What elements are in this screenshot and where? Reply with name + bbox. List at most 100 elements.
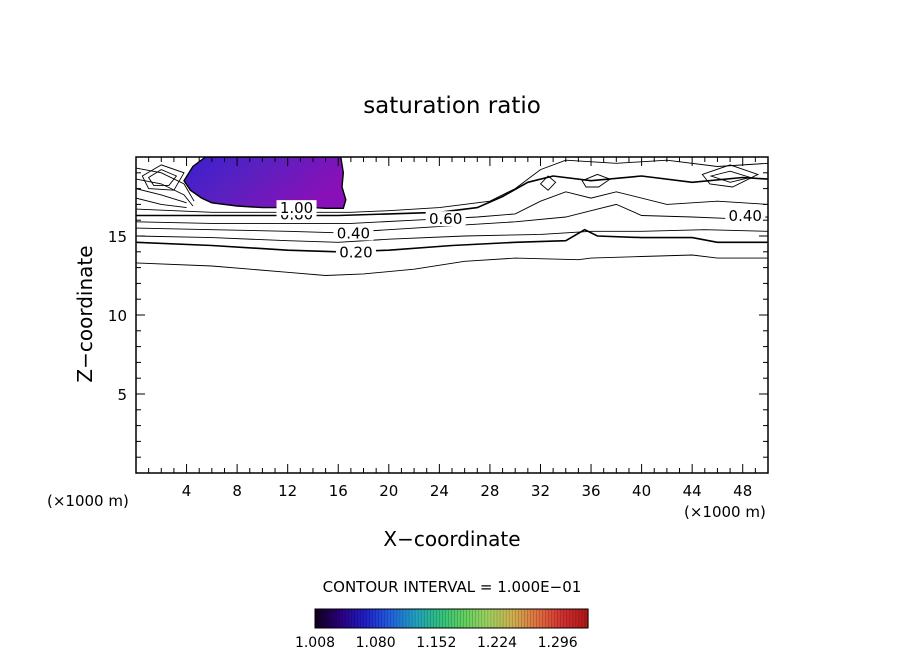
colorbar-swatch: [557, 609, 562, 628]
y-tick-label: 15: [108, 228, 127, 246]
colorbar-swatch: [412, 609, 416, 628]
colorbar-swatch: [439, 609, 443, 628]
x-tick-label: 40: [632, 482, 651, 500]
colorbar-swatch: [336, 609, 340, 628]
contour-line-10: [136, 167, 195, 202]
colorbar-swatch: [427, 609, 431, 628]
colorbar-swatch: [424, 609, 428, 628]
colorbar-swatch: [463, 609, 468, 628]
supersaturation-shading: [183, 157, 347, 210]
x-unit-right: (×1000 m): [684, 503, 766, 521]
contour-labels: 0.200.400.600.801.000.40: [276, 199, 766, 261]
colorbar-swatch: [490, 609, 495, 628]
closed-contour-2: [539, 175, 557, 191]
colorbar-swatch: [472, 609, 477, 628]
colorbar-swatch: [515, 609, 519, 628]
x-axis-label: X−coordinate: [383, 527, 520, 551]
colorbar-tick-labels: 1.008 1.080 1.152 1.224 1.296: [295, 635, 578, 651]
colorbar-swatch: [387, 609, 392, 628]
colorbar-swatch: [551, 609, 556, 628]
colorbar-tick-label: 1.080: [356, 635, 396, 651]
colorbar-swatch: [478, 609, 483, 628]
colorbar-swatch: [493, 609, 498, 628]
colorbar-swatch: [451, 609, 456, 628]
colorbar-swatch: [384, 609, 389, 628]
colorbar-swatch: [545, 609, 550, 628]
contour-lines: [136, 159, 768, 276]
contour-label-bg-4: [276, 200, 317, 216]
colorbar-swatch: [406, 609, 410, 628]
colorbar-swatch: [497, 609, 501, 628]
colorbar-tick-label: 1.008: [295, 635, 335, 651]
colorbar-swatch: [484, 609, 489, 628]
colorbar-swatch: [566, 609, 571, 628]
contour-line-5: [136, 175, 768, 217]
colorbar-swatch: [375, 609, 380, 628]
contour-line-9: [136, 178, 194, 207]
colorbar-swatch: [327, 609, 331, 628]
colorbar-swatch: [536, 609, 541, 628]
colorbar-swatch: [436, 609, 440, 628]
contour-label-bg-1: [333, 225, 374, 241]
closed-contour-0: [147, 169, 178, 186]
x-unit-left: (×1000 m): [47, 492, 129, 510]
colorbar-swatch: [524, 609, 528, 628]
contour-line-8: [136, 188, 187, 204]
contour-label-2: 0.60: [429, 210, 462, 228]
y-axis-ticks: 5 10 15: [108, 172, 768, 458]
colorbar-swatch: [372, 609, 377, 628]
colorbar-swatch: [430, 609, 434, 628]
colorbar-swatch: [533, 609, 538, 628]
colorbar-swatch: [433, 609, 437, 628]
colorbar-swatch: [563, 609, 568, 628]
colorbar-swatch: [569, 609, 574, 628]
x-tick-label: 4: [182, 482, 192, 500]
closed-contour-5: [701, 164, 760, 188]
contour-label-4: 1.00: [280, 199, 313, 217]
colorbar-swatch: [330, 609, 334, 628]
colorbar-swatch: [393, 609, 398, 628]
colorbar-swatch: [378, 609, 383, 628]
x-tick-label: 24: [430, 482, 449, 500]
colorbar-swatch: [315, 609, 319, 628]
colorbar-swatch: [381, 609, 386, 628]
colorbar-swatch: [363, 609, 368, 628]
x-tick-label: 12: [278, 482, 297, 500]
colorbar-swatch: [354, 609, 359, 628]
contour-line-2: [136, 229, 768, 243]
colorbar-swatch: [460, 609, 465, 628]
colorbar-swatch: [509, 609, 513, 628]
colorbar-swatch: [475, 609, 480, 628]
colorbar-swatch: [421, 609, 425, 628]
contour-line-1: [136, 228, 768, 253]
colorbar-swatch: [512, 609, 516, 628]
colorbar-swatch: [351, 609, 356, 628]
colorbar-swatch: [418, 609, 422, 628]
colorbar-swatch: [581, 609, 586, 628]
contour-label-bg-2: [425, 211, 466, 227]
colorbar-swatch: [345, 609, 349, 628]
y-tick-label: 5: [117, 386, 127, 404]
colorbar-swatch: [466, 609, 471, 628]
colorbar-tick-label: 1.296: [538, 635, 578, 651]
supersaturated-region: [183, 157, 347, 210]
x-tick-label: 36: [581, 482, 600, 500]
colorbar-swatch: [530, 609, 534, 628]
x-tick-label: 48: [733, 482, 752, 500]
colorbar-tick-label: 1.224: [477, 635, 517, 651]
colorbar-swatch: [584, 609, 589, 628]
colorbar-swatch: [415, 609, 419, 628]
colorbar-swatch: [578, 609, 583, 628]
x-tick-label: 32: [531, 482, 550, 500]
contour-line-7: [136, 197, 187, 209]
x-tick-label: 16: [329, 482, 348, 500]
colorbar-swatch: [390, 609, 395, 628]
colorbar-swatch: [575, 609, 580, 628]
colorbar-swatch: [357, 609, 362, 628]
colorbar-swatch: [542, 609, 547, 628]
x-axis-ticks: 4 8 12 16 20 24 28 32 36 40 44 48: [148, 157, 756, 500]
colorbar-swatch: [366, 609, 371, 628]
contour-label-0: 0.20: [339, 243, 372, 261]
colorbar-swatch: [527, 609, 531, 628]
